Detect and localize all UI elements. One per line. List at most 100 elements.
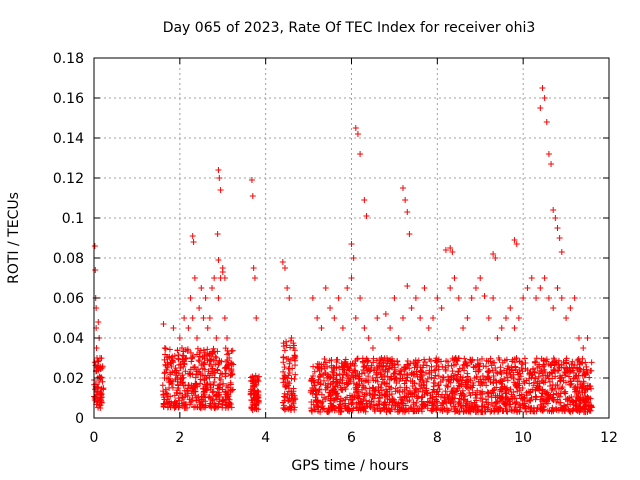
data-point bbox=[310, 401, 317, 408]
data-point bbox=[198, 285, 205, 291]
data-point bbox=[424, 390, 431, 397]
data-point bbox=[472, 362, 479, 369]
data-point bbox=[455, 368, 462, 375]
data-point bbox=[227, 379, 234, 386]
data-point bbox=[477, 275, 484, 281]
data-point bbox=[171, 392, 178, 399]
data-point bbox=[355, 388, 362, 395]
data-point bbox=[570, 375, 577, 382]
data-point bbox=[91, 359, 98, 366]
data-point bbox=[509, 407, 516, 414]
data-point bbox=[571, 388, 578, 395]
data-point bbox=[418, 405, 425, 412]
data-point bbox=[324, 384, 331, 391]
data-point bbox=[571, 375, 578, 382]
data-point bbox=[492, 255, 499, 261]
data-point bbox=[569, 364, 576, 371]
data-point bbox=[322, 285, 329, 291]
data-point bbox=[580, 345, 587, 351]
data-point bbox=[331, 315, 338, 321]
data-point bbox=[383, 408, 390, 415]
data-point bbox=[431, 367, 438, 374]
data-point bbox=[374, 315, 381, 321]
data-point bbox=[452, 372, 459, 379]
data-point bbox=[214, 348, 221, 355]
data-point bbox=[479, 373, 486, 380]
data-point bbox=[317, 408, 324, 415]
data-point bbox=[254, 375, 261, 381]
data-point bbox=[370, 395, 377, 402]
data-point bbox=[434, 295, 441, 301]
data-point bbox=[485, 358, 492, 365]
data-point bbox=[226, 402, 233, 409]
data-point bbox=[582, 371, 589, 378]
data-point bbox=[94, 388, 101, 395]
data-point bbox=[284, 285, 291, 291]
data-point bbox=[397, 371, 404, 378]
data-point bbox=[159, 382, 166, 389]
x-tick-labels: 0 2 4 6 8 10 12 bbox=[90, 430, 618, 446]
data-point bbox=[174, 375, 181, 381]
data-point bbox=[515, 315, 522, 321]
data-point bbox=[164, 359, 171, 366]
data-point bbox=[353, 381, 360, 388]
data-point bbox=[561, 389, 568, 396]
data-point bbox=[562, 365, 569, 372]
data-point bbox=[288, 335, 295, 341]
data-point bbox=[552, 215, 559, 221]
data-point bbox=[187, 295, 194, 301]
data-point bbox=[384, 373, 391, 380]
data-point bbox=[201, 359, 208, 366]
data-point bbox=[468, 384, 475, 391]
data-point bbox=[339, 366, 346, 373]
data-point bbox=[215, 295, 222, 301]
data-point bbox=[192, 388, 199, 395]
data-point bbox=[462, 379, 469, 386]
data-point bbox=[537, 401, 544, 408]
data-point bbox=[370, 359, 377, 366]
data-point bbox=[311, 406, 318, 413]
data-point bbox=[202, 295, 209, 301]
data-point bbox=[315, 376, 322, 383]
data-point bbox=[251, 275, 258, 281]
data-point bbox=[575, 372, 582, 379]
data-point bbox=[352, 125, 359, 131]
data-point bbox=[478, 378, 485, 385]
data-point bbox=[574, 365, 581, 372]
data-point bbox=[550, 397, 557, 404]
data-point bbox=[206, 374, 213, 381]
data-point bbox=[171, 352, 178, 359]
data-point bbox=[382, 366, 389, 373]
data-point bbox=[207, 395, 214, 402]
data-point bbox=[357, 295, 364, 301]
data-point bbox=[523, 389, 530, 396]
data-point bbox=[381, 379, 388, 386]
data-point bbox=[361, 393, 368, 400]
data-point bbox=[395, 361, 402, 368]
data-point bbox=[289, 365, 296, 372]
data-point bbox=[532, 358, 539, 365]
data-point bbox=[415, 357, 422, 364]
data-point bbox=[420, 379, 427, 386]
data-point bbox=[180, 363, 187, 370]
data-point bbox=[488, 362, 495, 369]
data-point bbox=[348, 241, 355, 247]
data-point bbox=[328, 364, 335, 371]
data-point bbox=[542, 400, 549, 407]
data-point bbox=[565, 373, 572, 380]
data-point bbox=[490, 295, 497, 301]
data-point bbox=[509, 356, 516, 363]
data-point bbox=[542, 379, 549, 386]
data-point bbox=[212, 393, 219, 400]
data-point bbox=[562, 370, 569, 377]
data-point bbox=[460, 396, 467, 403]
data-point bbox=[344, 381, 351, 388]
data-point bbox=[376, 389, 383, 396]
data-point bbox=[478, 355, 485, 362]
data-point bbox=[488, 408, 495, 415]
data-point bbox=[200, 388, 207, 395]
data-point bbox=[372, 391, 379, 398]
data-point bbox=[545, 151, 552, 157]
data-point bbox=[255, 399, 262, 406]
data-point bbox=[341, 400, 348, 407]
